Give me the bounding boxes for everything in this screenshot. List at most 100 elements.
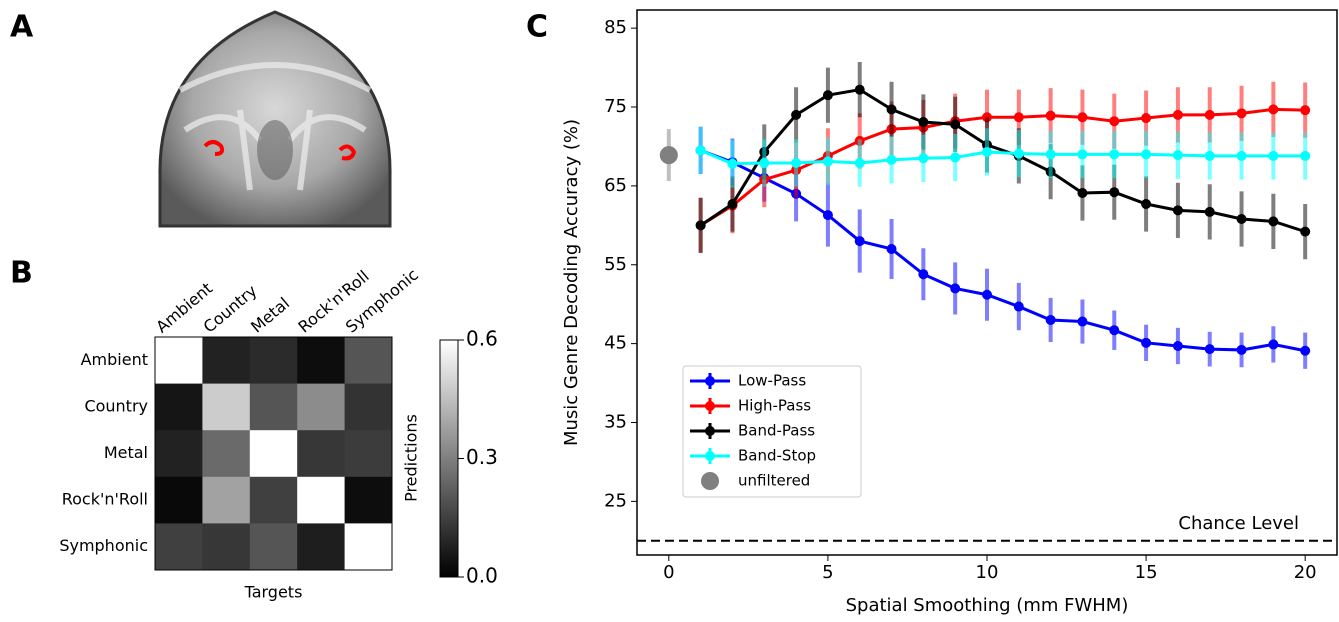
point [886,154,897,165]
point [1204,344,1215,355]
point [1045,314,1056,325]
point [1077,187,1088,198]
heat-cell [202,430,251,478]
point [854,236,865,247]
point [1300,150,1311,161]
point [1268,104,1279,115]
point [1013,148,1024,159]
legend-marker [705,426,715,436]
y-tick-label: 35 [604,411,627,432]
point [822,156,833,167]
point [1077,149,1088,160]
point [727,199,738,210]
point [854,158,865,169]
y-tick-label: Metal [104,443,148,462]
colorbar [439,339,459,578]
x-axis-label: Spatial Smoothing (mm FWHM) [846,595,1129,616]
heat-cell [249,523,298,571]
point [822,90,833,101]
legend-marker [701,472,719,490]
point [1172,340,1183,351]
legend-box [682,365,862,498]
y-tick-label: 85 [604,17,627,38]
series-line [699,107,1306,227]
y-tick-label: 65 [604,175,627,196]
heat-cell [297,383,346,431]
y-tick-label: 75 [604,96,627,117]
point [1109,149,1120,160]
heat-cell [202,476,251,524]
legend-label: High-Pass [738,397,811,415]
heat-cell [297,523,346,571]
annotation: Chance Level [1178,513,1299,534]
point [1172,109,1183,120]
panel-label: A [10,10,34,45]
point [659,146,678,165]
heat-cell [344,476,393,524]
point [1300,105,1311,116]
point [950,119,961,130]
y-tick-label: 45 [604,333,627,354]
point [918,269,929,280]
point [1236,214,1247,225]
point [1268,339,1279,350]
point [1109,325,1120,336]
heat-cell [297,337,346,385]
heat-cell [202,383,251,431]
heat-cell [344,523,393,571]
heat-cell [155,476,203,524]
legend-label: unfiltered [738,472,810,490]
point [791,109,802,120]
heat-cell [155,337,203,385]
point [1204,150,1215,161]
point [1204,109,1215,120]
point [918,153,929,164]
point [1172,205,1183,216]
point [1236,344,1247,355]
heat-cell [249,476,298,524]
point [1077,316,1088,327]
point [695,145,706,156]
point [982,146,992,157]
point [950,283,961,294]
point [1013,301,1024,312]
y-tick-label: Country [84,396,148,415]
point [1109,187,1120,198]
heat-cell [155,383,203,431]
point [950,152,961,163]
series-line [700,148,1306,353]
point [791,158,802,169]
point [1300,345,1311,356]
y-tick-label: 55 [604,254,627,275]
x-tick-label: 20 [1294,562,1317,583]
heat-cell [202,337,251,385]
heat-cell [297,430,346,478]
y-tick-label: Rock'n'Roll [62,490,148,509]
y-tick-label: Ambient [81,350,148,369]
point [918,116,929,127]
series-line [700,149,1306,166]
point [1141,337,1152,348]
heat-cell [297,476,346,524]
point [886,104,897,115]
panel-label: C [526,10,548,45]
y-tick-label: 25 [604,490,627,511]
heat-frame [154,336,393,571]
point [982,289,992,300]
legend-marker [705,451,715,461]
point [695,220,706,231]
x-tick-label: 0 [663,562,674,583]
point [1141,199,1152,210]
heat-cell [344,430,393,478]
point [1268,216,1279,227]
y-axis-label: Music Genre Decoding Accuracy (%) [561,119,582,446]
point [759,158,770,169]
point [1236,108,1247,119]
y-tick-label: Symphonic [59,536,148,555]
heat-cell [249,430,298,478]
point [822,210,833,221]
heat-cell [249,337,298,385]
point [1172,150,1183,161]
panel-label: B [10,256,33,291]
